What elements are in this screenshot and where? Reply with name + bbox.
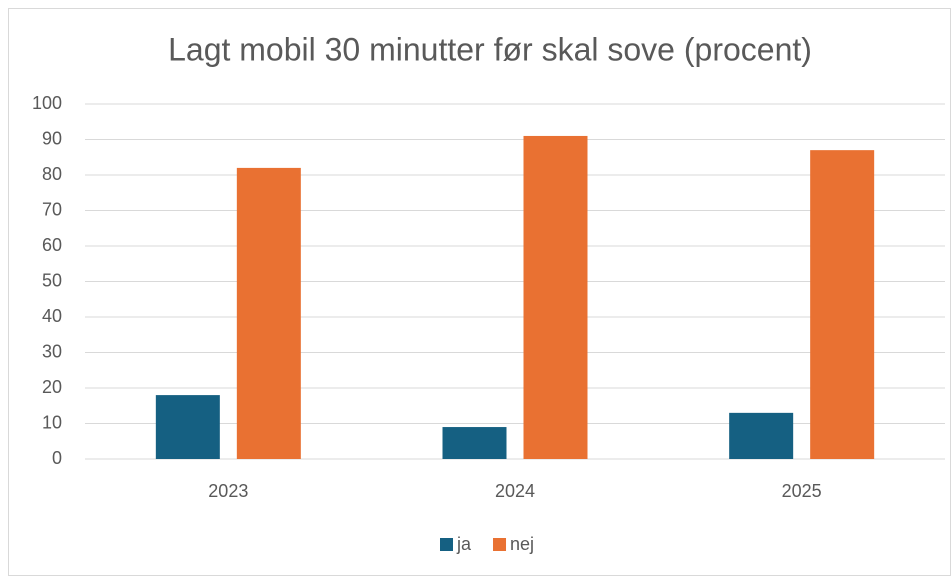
chart-frame: [8, 8, 951, 576]
y-tick-label: 80: [42, 164, 62, 184]
x-tick-label: 2023: [208, 481, 248, 501]
bar: [523, 135, 588, 459]
y-tick-label: 20: [42, 377, 62, 397]
legend-label: ja: [456, 534, 472, 554]
x-tick-label: 2024: [495, 481, 535, 501]
chart-title: Lagt mobil 30 minutter før skal sove (pr…: [168, 31, 812, 67]
bar: [810, 150, 875, 459]
bar: [729, 412, 794, 459]
y-tick-label: 40: [42, 306, 62, 326]
legend-swatch: [440, 538, 453, 551]
y-tick-label: 100: [32, 93, 62, 113]
y-tick-label: 50: [42, 270, 62, 290]
bar: [442, 427, 507, 459]
y-tick-label: 10: [42, 412, 62, 432]
y-tick-label: 90: [42, 128, 62, 148]
bar: [155, 395, 220, 459]
bar: [236, 167, 301, 459]
y-tick-label: 30: [42, 341, 62, 361]
legend-label: nej: [510, 534, 534, 554]
x-tick-label: 2025: [782, 481, 822, 501]
y-tick-label: 0: [52, 448, 62, 468]
y-tick-label: 70: [42, 199, 62, 219]
y-tick-label: 60: [42, 235, 62, 255]
legend-swatch: [493, 538, 507, 551]
